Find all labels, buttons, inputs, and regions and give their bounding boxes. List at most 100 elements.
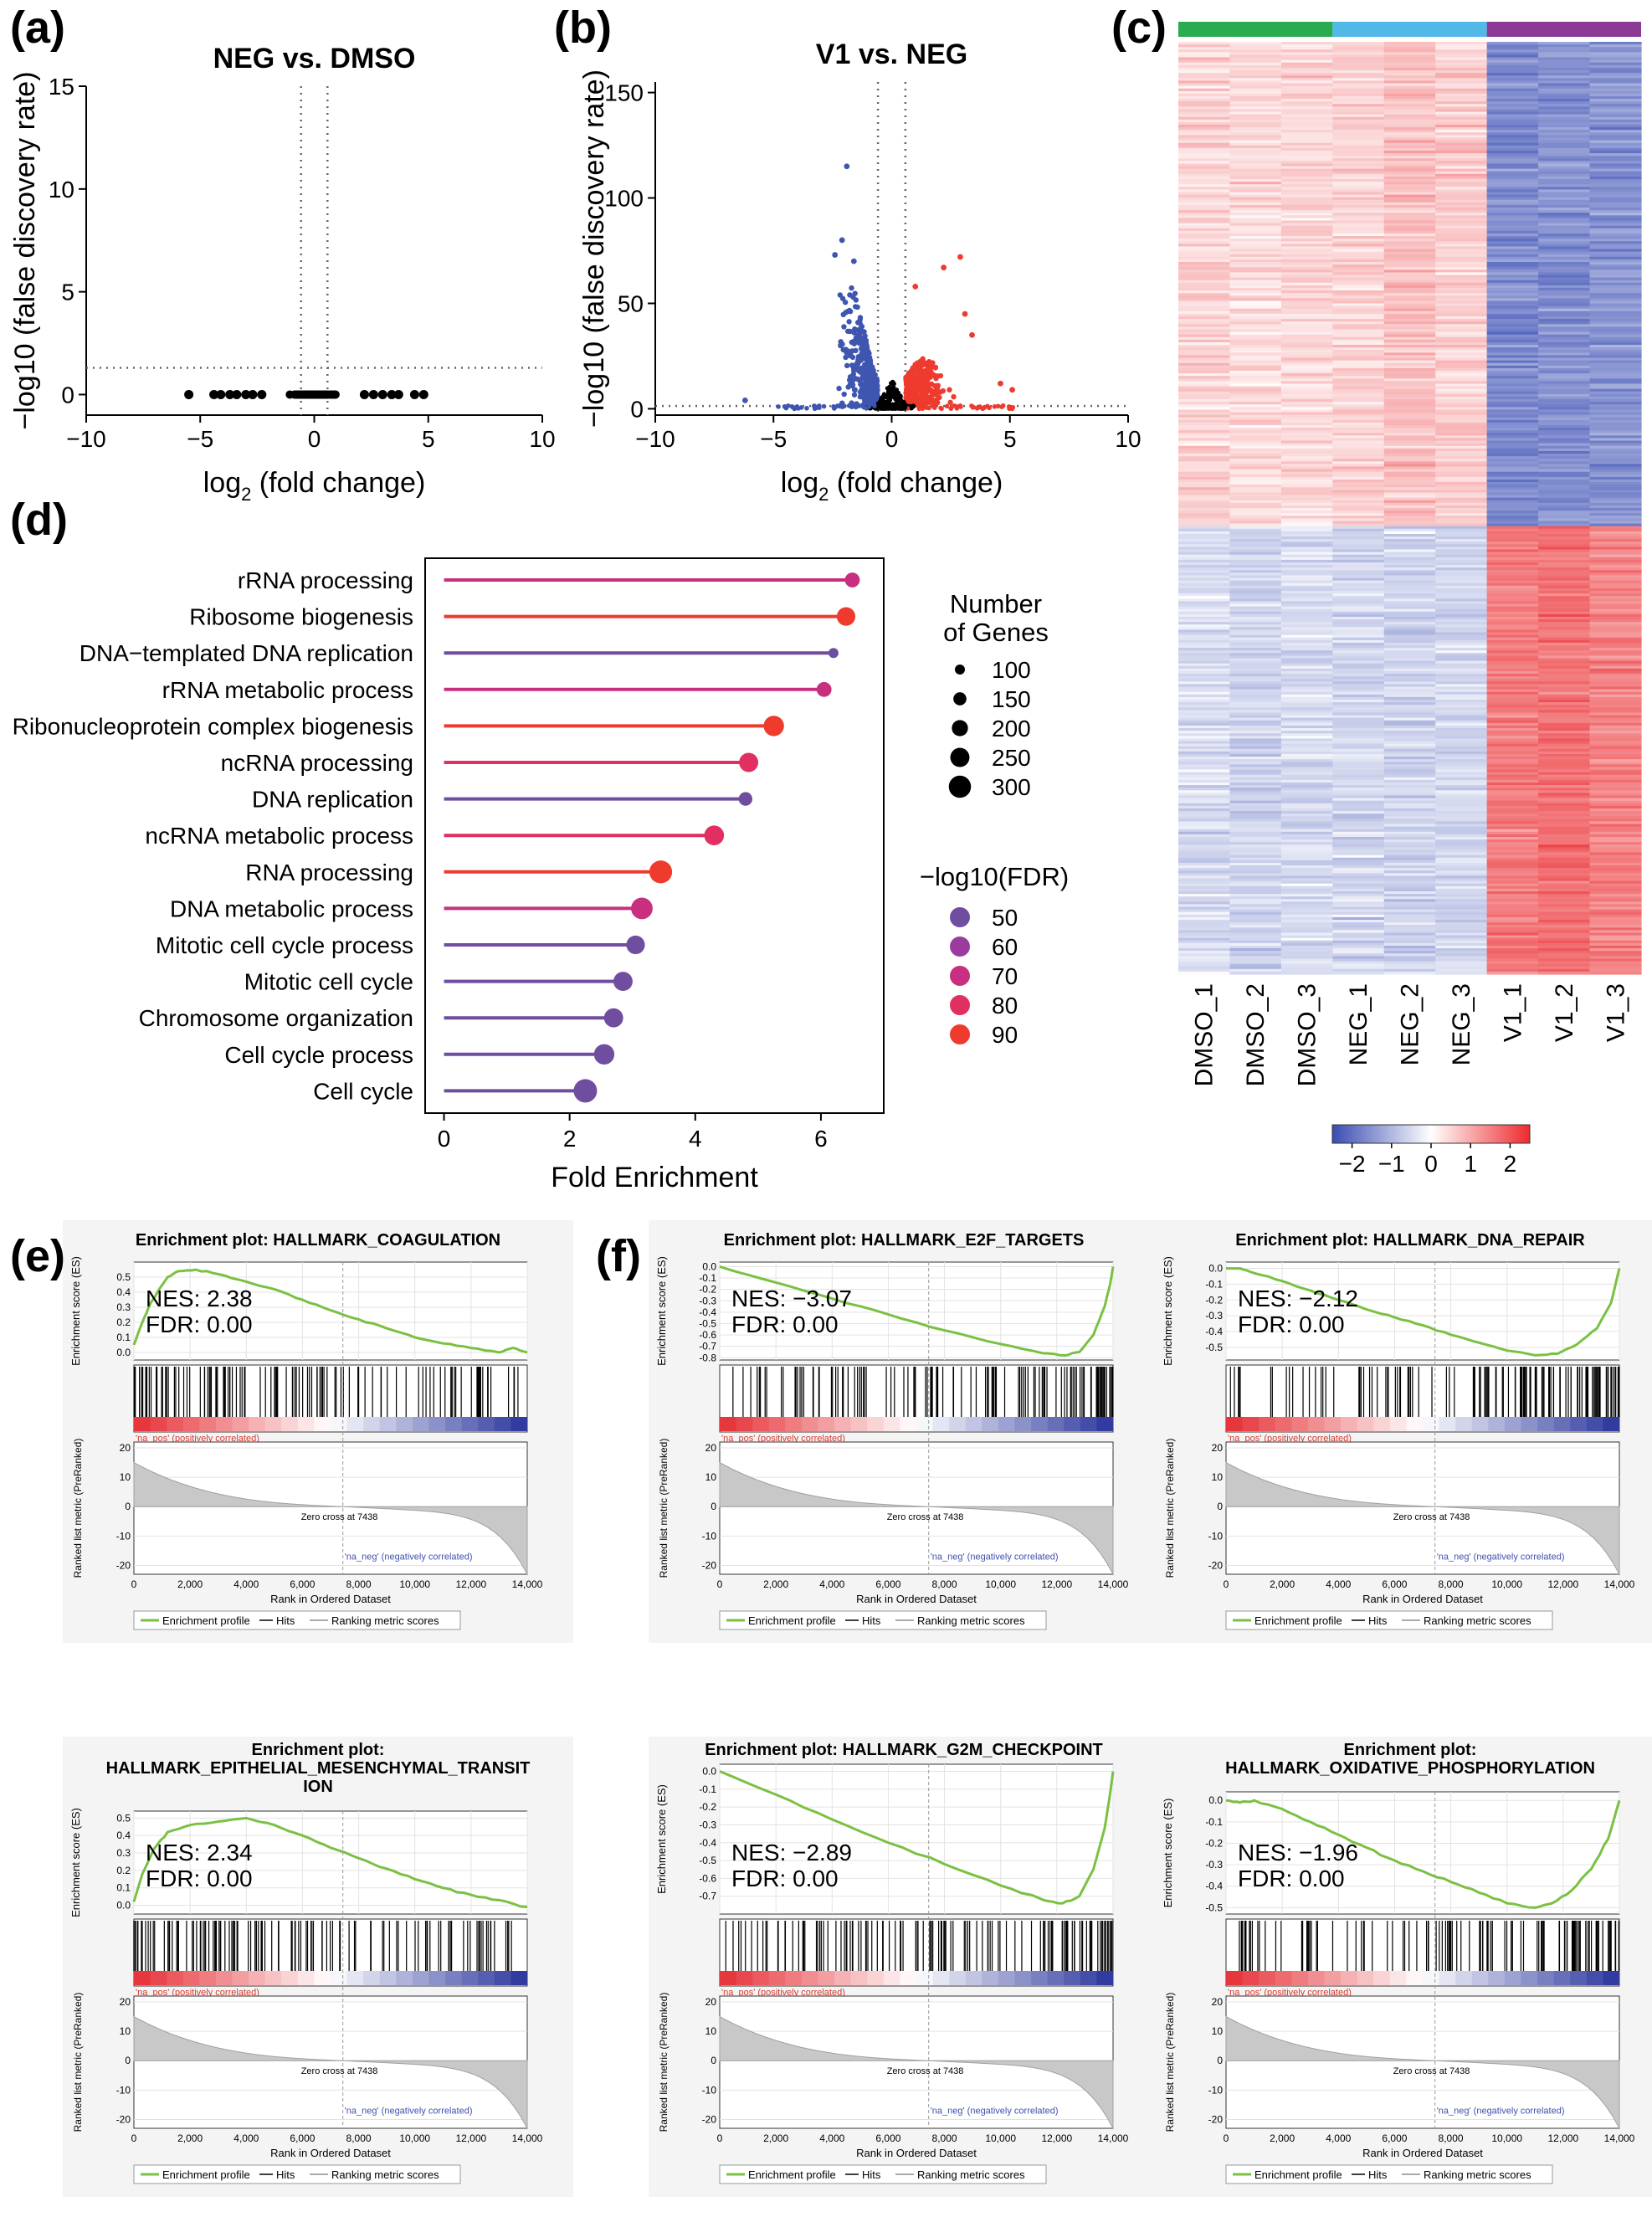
heatmap-cell [1332,199,1385,203]
heatmap-cell [1280,738,1333,742]
heatmap-cell [1589,909,1642,913]
heatmap-cell [1280,99,1333,102]
heatmap-cell [1332,166,1385,170]
heatmap-cell [1383,298,1436,302]
heatmap-cell [1383,642,1436,646]
heatmap-cell [1229,650,1282,654]
heatmap-cell [1538,101,1591,105]
es-ytick-label: -0.8 [699,1352,716,1363]
heatmap-cell [1538,88,1591,92]
rank-color-bar [396,1417,413,1431]
heatmap-cell [1280,839,1333,843]
heatmap-cell [1178,580,1231,584]
heatmap-cell [1435,409,1488,413]
heatmap-cell [1435,679,1488,682]
heatmap-cell [1332,334,1385,338]
heatmap-cell [1435,642,1488,646]
heatmap-cell [1435,819,1488,823]
heatmap-cell [1229,339,1282,343]
heatmap-cell [1280,531,1333,535]
heatmap-cell [1486,930,1539,934]
heatmap-cell [1229,161,1282,165]
heatmap-cell [1538,966,1591,970]
heatmap-cell [1589,539,1642,542]
heatmap-cell [1538,116,1591,121]
heatmap-cell [1435,880,1488,885]
heatmap-cell [1280,466,1333,470]
heatmap-cell [1538,355,1591,359]
heatmap-cell [1178,95,1231,100]
point-ns [890,379,895,384]
heatmap-cell [1538,577,1591,582]
heatmap-cell [1435,748,1488,752]
heatmap-cell [1178,622,1231,625]
heatmap-cell [1229,220,1282,224]
heatmap-cell [1589,64,1642,69]
heatmap-cell [1383,629,1436,634]
heatmap-cell [1486,849,1539,854]
heatmap-cell [1178,914,1231,918]
heatmap-cell [1178,870,1231,874]
ranked-ylabel: Ranked list metric (PreRanked) [72,1439,84,1578]
heatmap-cell [1280,445,1333,449]
heatmap-cell [1486,601,1539,605]
heatmap-cell [1589,404,1642,408]
heatmap-cell [1332,204,1385,208]
heatmap-cell [1589,720,1642,724]
heatmap-cell [1486,130,1539,133]
heatmap-cell [1538,904,1591,908]
heatmap-cell [1332,93,1385,97]
heatmap-cell [1435,42,1488,45]
heatmap-cell [1178,189,1231,193]
heatmap-cell [1229,937,1282,942]
heatmap-cell [1538,490,1591,494]
heatmap-cell [1486,596,1539,599]
heatmap-cell [1435,753,1488,757]
point-ns [911,403,916,409]
heatmap-cell [1178,663,1231,667]
heatmap-cell [1538,59,1591,64]
heatmap-cell [1280,88,1333,92]
point-ns [891,385,896,390]
heatmap-cell [1229,454,1282,457]
heatmap-cell [1589,567,1642,571]
point-up [962,310,968,317]
heatmap-cell [1538,710,1591,714]
point-down [866,398,872,405]
heatmap-cell [1486,220,1539,224]
heatmap-cell [1383,293,1436,296]
heatmap-cell [1229,508,1282,511]
heatmap-cell [1332,78,1385,82]
heatmap-cell [1435,868,1488,871]
heatmap-cell [1538,336,1591,341]
heatmap-cell [1486,355,1539,359]
heatmap-cell [1332,365,1385,369]
heatmap-cell [1178,445,1231,449]
heatmap-cell [1589,308,1642,312]
heatmap-cell [1383,142,1436,146]
heatmap-cell [1383,911,1436,916]
heatmap-cell [1280,909,1333,913]
point-down [841,324,847,330]
heatmap-cell [1178,495,1231,499]
heatmap-cell [1383,836,1436,840]
heatmap-cell [1332,793,1385,797]
heatmap-cell [1589,101,1642,105]
heatmap-cell [1332,487,1385,490]
heatmap-cell [1538,619,1591,623]
heatmap-cell [1280,736,1333,740]
heatmap-cell [1538,287,1591,291]
heatmap-cell [1178,712,1231,716]
heatmap-cell [1435,870,1488,874]
heatmap-cell [1229,464,1282,468]
heatmap-cell [1538,911,1591,916]
heatmap-cell [1229,223,1282,227]
heatmap-cell [1538,829,1591,833]
heatmap-cell [1435,179,1488,182]
heatmap-cell [1383,376,1436,379]
heatmap-cell [1178,262,1231,265]
heatmap-cell [1435,857,1488,861]
heatmap-cell [1280,759,1333,762]
heatmap-cell [1280,549,1333,553]
heatmap-cell [1332,927,1385,931]
